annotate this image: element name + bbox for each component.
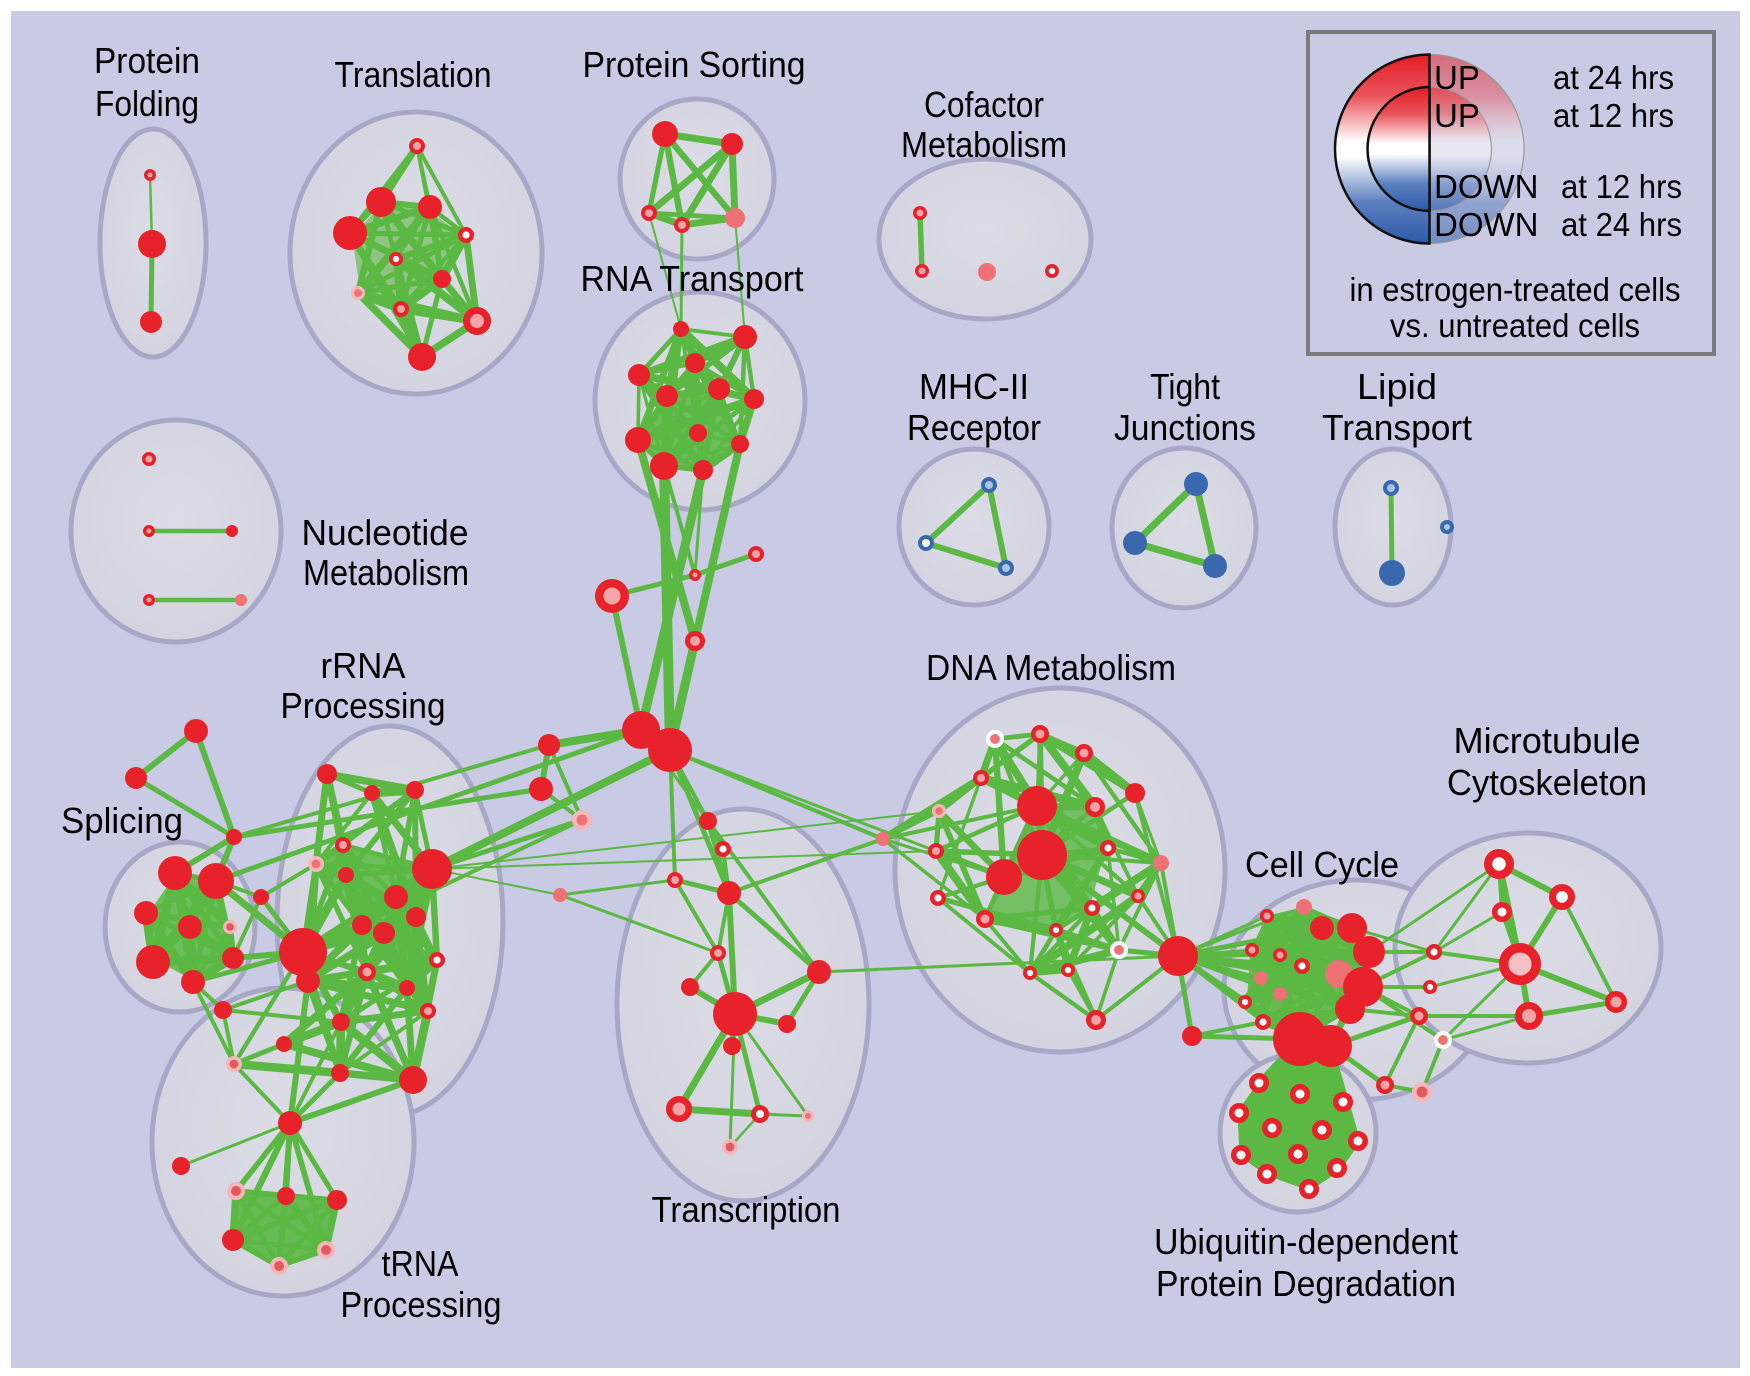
svg-text:DOWN: DOWN bbox=[1434, 168, 1538, 205]
svg-text:Cell Cycle: Cell Cycle bbox=[1245, 844, 1399, 885]
svg-text:DOWN: DOWN bbox=[1434, 206, 1538, 243]
svg-text:Transport: Transport bbox=[1322, 407, 1472, 448]
svg-text:Folding: Folding bbox=[95, 83, 199, 124]
svg-text:Lipid: Lipid bbox=[1357, 366, 1437, 407]
svg-text:Protein: Protein bbox=[94, 40, 200, 81]
svg-text:Metabolism: Metabolism bbox=[901, 124, 1067, 165]
svg-text:at 24 hrs: at 24 hrs bbox=[1553, 59, 1674, 96]
svg-text:Ubiquitin-dependent: Ubiquitin-dependent bbox=[1154, 1221, 1458, 1262]
svg-text:UP: UP bbox=[1434, 97, 1480, 134]
svg-text:Tight: Tight bbox=[1150, 366, 1220, 407]
svg-text:vs. untreated cells: vs. untreated cells bbox=[1390, 307, 1640, 344]
svg-text:Microtubule: Microtubule bbox=[1454, 720, 1641, 761]
svg-text:Cofactor: Cofactor bbox=[924, 84, 1044, 125]
svg-text:tRNA: tRNA bbox=[382, 1243, 459, 1284]
svg-text:DNA Metabolism: DNA Metabolism bbox=[926, 647, 1176, 688]
svg-text:Junctions: Junctions bbox=[1114, 407, 1256, 448]
svg-text:at 12 hrs: at 12 hrs bbox=[1561, 168, 1682, 205]
svg-text:Metabolism: Metabolism bbox=[303, 552, 469, 593]
svg-text:at 24 hrs: at 24 hrs bbox=[1561, 206, 1682, 243]
svg-text:RNA Transport: RNA Transport bbox=[581, 258, 804, 299]
svg-text:MHC-II: MHC-II bbox=[919, 366, 1029, 407]
svg-text:Nucleotide: Nucleotide bbox=[302, 512, 469, 553]
svg-text:Protein Sorting: Protein Sorting bbox=[583, 44, 806, 85]
svg-text:in estrogen-treated cells: in estrogen-treated cells bbox=[1350, 271, 1681, 308]
svg-text:Receptor: Receptor bbox=[907, 407, 1041, 448]
svg-text:Processing: Processing bbox=[281, 685, 446, 726]
svg-text:Processing: Processing bbox=[341, 1284, 502, 1325]
svg-text:UP: UP bbox=[1434, 59, 1480, 96]
svg-text:Cytoskeleton: Cytoskeleton bbox=[1447, 762, 1647, 803]
svg-text:rRNA: rRNA bbox=[321, 645, 406, 686]
svg-text:Transcription: Transcription bbox=[652, 1189, 841, 1230]
svg-text:Translation: Translation bbox=[335, 54, 492, 95]
svg-text:Protein Degradation: Protein Degradation bbox=[1156, 1263, 1456, 1304]
svg-text:at 12 hrs: at 12 hrs bbox=[1553, 97, 1674, 134]
svg-text:Splicing: Splicing bbox=[61, 800, 183, 841]
